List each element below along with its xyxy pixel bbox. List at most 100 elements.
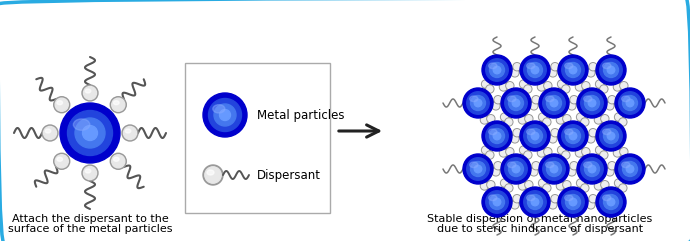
Circle shape (596, 187, 626, 217)
Circle shape (486, 191, 509, 213)
Ellipse shape (489, 129, 497, 135)
Circle shape (513, 63, 521, 71)
Circle shape (564, 182, 570, 188)
Circle shape (615, 113, 622, 121)
Circle shape (512, 136, 518, 142)
Circle shape (82, 165, 98, 181)
Ellipse shape (508, 96, 516, 102)
Circle shape (486, 59, 509, 81)
Circle shape (595, 182, 602, 190)
Ellipse shape (546, 162, 554, 168)
Circle shape (620, 82, 628, 90)
Circle shape (613, 83, 622, 91)
Circle shape (613, 149, 622, 157)
Circle shape (54, 97, 70, 113)
Circle shape (471, 95, 486, 111)
Circle shape (83, 126, 97, 141)
Circle shape (500, 149, 507, 157)
Circle shape (607, 103, 613, 109)
Circle shape (514, 196, 520, 202)
Circle shape (551, 63, 559, 71)
Circle shape (214, 104, 236, 126)
Circle shape (538, 83, 545, 91)
Circle shape (559, 147, 564, 153)
Circle shape (622, 95, 638, 111)
Circle shape (587, 135, 595, 143)
Circle shape (513, 195, 521, 203)
Ellipse shape (564, 63, 573, 69)
Circle shape (558, 121, 588, 151)
Circle shape (112, 98, 125, 111)
Circle shape (590, 64, 596, 70)
Circle shape (621, 83, 627, 89)
Circle shape (589, 165, 595, 173)
Circle shape (531, 132, 539, 140)
Circle shape (482, 187, 512, 217)
Circle shape (601, 86, 607, 92)
Circle shape (563, 152, 569, 158)
Ellipse shape (85, 89, 91, 93)
Circle shape (589, 63, 597, 71)
Ellipse shape (489, 195, 497, 201)
Circle shape (543, 92, 565, 114)
Circle shape (482, 183, 487, 189)
Circle shape (589, 195, 597, 203)
Circle shape (559, 81, 564, 87)
Circle shape (530, 168, 538, 176)
Text: due to steric hindrance of dispersant: due to steric hindrance of dispersant (437, 224, 643, 234)
Circle shape (512, 70, 518, 76)
Circle shape (600, 85, 608, 93)
Circle shape (531, 66, 539, 74)
Circle shape (602, 182, 608, 188)
Circle shape (577, 113, 584, 121)
Circle shape (608, 162, 616, 170)
Circle shape (544, 82, 552, 90)
Circle shape (493, 198, 501, 206)
Circle shape (568, 168, 576, 176)
Circle shape (577, 88, 607, 118)
Circle shape (595, 146, 604, 154)
Circle shape (563, 181, 571, 189)
Circle shape (474, 165, 482, 173)
Circle shape (600, 151, 608, 159)
Circle shape (514, 130, 520, 136)
Circle shape (205, 167, 221, 183)
Circle shape (583, 83, 589, 89)
Circle shape (544, 185, 550, 191)
Circle shape (219, 109, 230, 120)
Circle shape (546, 161, 562, 176)
Circle shape (82, 85, 98, 101)
Circle shape (524, 59, 546, 81)
Circle shape (558, 55, 588, 85)
Circle shape (558, 183, 564, 189)
Circle shape (602, 116, 608, 122)
Circle shape (606, 168, 614, 176)
Circle shape (584, 95, 600, 111)
Circle shape (570, 162, 578, 170)
Ellipse shape (207, 170, 214, 175)
Circle shape (494, 162, 502, 170)
Ellipse shape (57, 157, 63, 161)
Circle shape (581, 118, 589, 126)
Circle shape (463, 154, 493, 184)
Circle shape (589, 129, 597, 137)
Circle shape (486, 125, 509, 147)
Ellipse shape (602, 63, 611, 69)
Ellipse shape (526, 63, 535, 69)
Circle shape (488, 116, 494, 122)
Circle shape (55, 155, 68, 168)
Circle shape (577, 154, 607, 184)
Circle shape (525, 152, 531, 158)
Circle shape (506, 148, 514, 156)
Circle shape (539, 179, 546, 187)
Circle shape (540, 114, 546, 120)
Circle shape (208, 99, 242, 132)
Circle shape (512, 99, 520, 107)
Circle shape (609, 163, 615, 169)
Circle shape (532, 162, 540, 170)
Circle shape (588, 202, 594, 208)
Ellipse shape (470, 162, 478, 168)
Ellipse shape (73, 119, 90, 130)
Circle shape (619, 118, 627, 126)
Circle shape (482, 80, 490, 88)
